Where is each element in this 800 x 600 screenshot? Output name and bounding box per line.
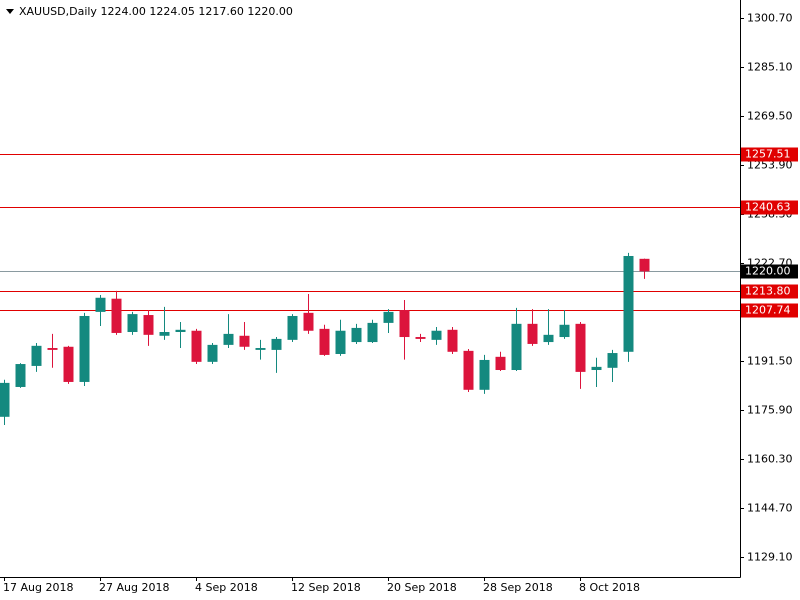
x-tick-label: 27 Aug 2018 — [99, 581, 169, 594]
plot-area — [0, 154, 740, 425]
y-tick-label: 1269.50 — [747, 110, 793, 123]
y-tick-label: 1160.30 — [747, 453, 793, 466]
candle-body — [95, 297, 106, 312]
y-tick-label: 1253.90 — [747, 159, 793, 172]
candle-body — [111, 298, 122, 333]
price-level-tag — [741, 147, 798, 162]
candle-body — [447, 329, 458, 352]
candle-body — [463, 350, 474, 390]
candle-body — [367, 322, 378, 343]
candle-body — [623, 255, 634, 352]
candle-body — [527, 323, 538, 344]
price-level-label: 1240.63 — [745, 201, 791, 214]
candle-body — [495, 356, 506, 371]
candle-body — [479, 359, 490, 390]
candle-body — [559, 324, 570, 338]
candle-body — [223, 333, 234, 345]
menu-triangle[interactable] — [6, 9, 14, 14]
candle-body — [287, 315, 298, 340]
price-level-label: 1213.80 — [745, 285, 791, 298]
x-tick-label: 8 Oct 2018 — [579, 581, 640, 594]
x-tick-label: 20 Sep 2018 — [387, 581, 457, 594]
candle-body — [591, 366, 602, 371]
candle-body — [191, 330, 202, 362]
candle-body — [607, 353, 618, 368]
x-tick-label: 4 Sep 2018 — [195, 581, 258, 594]
candle-body — [175, 329, 186, 333]
candle-body — [543, 334, 554, 343]
candle-body — [271, 338, 282, 350]
candle-body — [255, 348, 266, 350]
price-level-tag — [741, 284, 798, 299]
price-level-tag — [741, 264, 798, 279]
candle-body — [639, 258, 650, 272]
y-tick-label: 1285.10 — [747, 61, 793, 74]
candle-body — [431, 330, 442, 340]
price-level-label: 1257.51 — [745, 148, 791, 161]
candle-body — [319, 328, 330, 355]
y-tick-label: 1175.90 — [747, 404, 793, 417]
chart-title: XAUUSD,Daily 1224.00 1224.05 1217.60 122… — [19, 5, 293, 18]
price-level-label: 1220.00 — [745, 265, 791, 278]
candle-body — [15, 364, 26, 387]
price-level-tag — [741, 303, 798, 318]
y-tick-label: 1191.50 — [747, 355, 793, 368]
y-tick-label: 1129.10 — [747, 551, 793, 564]
candle-body — [383, 311, 394, 323]
candle-body — [143, 315, 154, 335]
x-tick-label: 28 Sep 2018 — [483, 581, 553, 594]
candle-body — [351, 327, 362, 343]
candle-body — [575, 323, 586, 372]
candle-body — [239, 335, 250, 347]
candle-body — [31, 345, 42, 366]
x-tick-label: 17 Aug 2018 — [3, 581, 73, 594]
candle-body — [79, 315, 90, 382]
candle-body — [0, 382, 10, 417]
candle-body — [63, 346, 74, 382]
candle-body — [335, 330, 346, 354]
x-tick-label: 12 Sep 2018 — [291, 581, 361, 594]
candle-body — [127, 314, 138, 333]
price-level-tag — [741, 200, 798, 215]
price-level-label: 1207.74 — [745, 304, 791, 317]
candle-body — [303, 312, 314, 331]
candle-body — [415, 337, 426, 339]
y-tick-label: 1144.70 — [747, 502, 793, 515]
candle-body — [159, 332, 170, 336]
candle-body — [207, 344, 218, 362]
candle-body — [399, 310, 410, 338]
y-tick-label: 1300.70 — [747, 12, 793, 25]
candle-body — [47, 348, 58, 350]
candle-body — [511, 323, 522, 371]
